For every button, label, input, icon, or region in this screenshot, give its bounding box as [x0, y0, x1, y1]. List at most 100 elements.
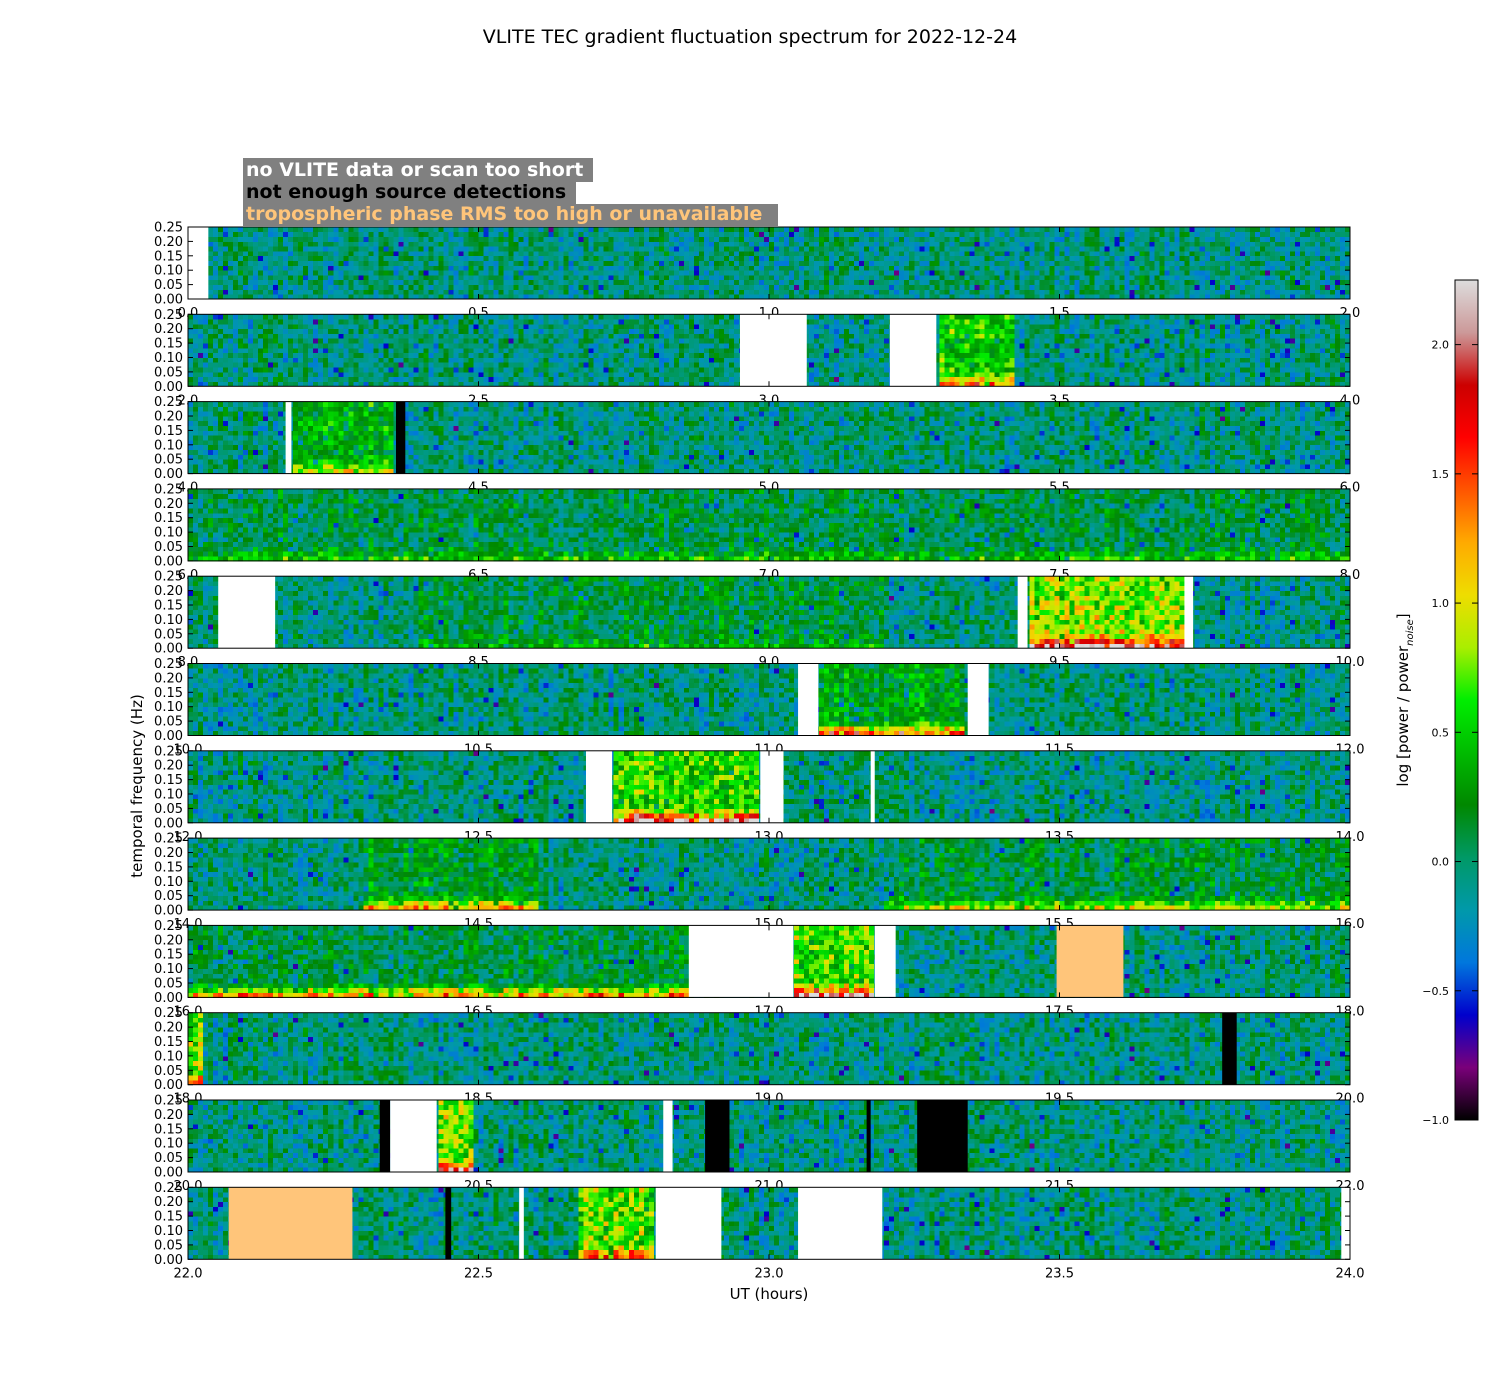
heatmap-cell	[363, 280, 368, 285]
heatmap-cell	[849, 232, 854, 237]
heatmap-cell	[268, 227, 273, 232]
heatmap-cell	[494, 261, 499, 266]
heatmap-cell	[794, 289, 799, 294]
heatmap-cell	[1315, 265, 1320, 270]
heatmap-cell	[303, 372, 308, 377]
heatmap-cell	[303, 324, 308, 329]
heatmap-cell	[1145, 251, 1150, 256]
heatmap-cell	[479, 275, 484, 280]
heatmap-cell	[418, 227, 423, 232]
heatmap-cell	[1255, 232, 1260, 237]
heatmap-cell	[1190, 256, 1195, 261]
heatmap-cell	[268, 358, 273, 363]
heatmap-cell	[303, 353, 308, 358]
heatmap-cell	[954, 270, 959, 275]
heatmap-cell	[1305, 261, 1310, 266]
heatmap-cell	[203, 338, 208, 343]
heatmap-cell	[1250, 289, 1255, 294]
heatmap-cell	[914, 289, 919, 294]
heatmap-cell	[1240, 232, 1245, 237]
heatmap-cell	[709, 280, 714, 285]
heatmap-cell	[549, 285, 554, 290]
heatmap-cell	[1250, 280, 1255, 285]
heatmap-cell	[789, 232, 794, 237]
heatmap-cell	[1120, 280, 1125, 285]
heatmap-cell	[1240, 246, 1245, 251]
heatmap-cell	[934, 237, 939, 242]
heatmap-cell	[504, 265, 509, 270]
heatmap-cell	[238, 314, 243, 319]
heatmap-cell	[388, 280, 393, 285]
heatmap-cell	[899, 232, 904, 237]
heatmap-cell	[233, 324, 238, 329]
heatmap-cell	[363, 241, 368, 246]
heatmap-cell	[233, 275, 238, 280]
heatmap-cell	[473, 251, 478, 256]
heatmap-cell	[1170, 237, 1175, 242]
heatmap-cell	[1120, 270, 1125, 275]
heatmap-cell	[779, 280, 784, 285]
heatmap-cell	[193, 319, 198, 324]
heatmap-cell	[809, 275, 814, 280]
heatmap-cell	[238, 270, 243, 275]
heatmap-cell	[208, 358, 213, 363]
heatmap-cell	[559, 237, 564, 242]
heatmap-cell	[1225, 270, 1230, 275]
heatmap-cell	[994, 241, 999, 246]
heatmap-cell	[298, 232, 303, 237]
heatmap-cell	[534, 285, 539, 290]
heatmap-cell	[1260, 280, 1265, 285]
heatmap-cell	[1029, 285, 1034, 290]
heatmap-cell	[774, 261, 779, 266]
heatmap-cell	[1019, 270, 1024, 275]
heatmap-cell	[1100, 256, 1105, 261]
heatmap-cell	[308, 270, 313, 275]
heatmap-cell	[514, 270, 519, 275]
heatmap-cell	[213, 372, 218, 377]
heatmap-cell	[228, 275, 233, 280]
heatmap-cell	[894, 251, 899, 256]
heatmap-cell	[1130, 285, 1135, 290]
heatmap-cell	[363, 265, 368, 270]
heatmap-cell	[809, 232, 814, 237]
heatmap-cell	[393, 270, 398, 275]
heatmap-cell	[1200, 275, 1205, 280]
heatmap-cell	[519, 285, 524, 290]
heatmap-cell	[253, 251, 258, 256]
heatmap-cell	[1315, 241, 1320, 246]
heatmap-cell	[383, 241, 388, 246]
heatmap-cell	[799, 265, 804, 270]
heatmap-cell	[1190, 265, 1195, 270]
heatmap-cell	[894, 280, 899, 285]
heatmap-cell	[218, 362, 223, 367]
heatmap-cell	[664, 251, 669, 256]
heatmap-cell	[1100, 275, 1105, 280]
heatmap-cell	[684, 256, 689, 261]
heatmap-cell	[949, 227, 954, 232]
heatmap-cell	[814, 256, 819, 261]
heatmap-cell	[554, 285, 559, 290]
heatmap-cell	[599, 227, 604, 232]
heatmap-cell	[889, 275, 894, 280]
heatmap-cell	[754, 265, 759, 270]
heatmap-cell	[934, 280, 939, 285]
heatmap-cell	[1009, 275, 1014, 280]
heatmap-cell	[1110, 232, 1115, 237]
heatmap-cell	[1120, 251, 1125, 256]
heatmap-cell	[253, 232, 258, 237]
heatmap-cell	[418, 285, 423, 290]
heatmap-cell	[293, 265, 298, 270]
heatmap-cell	[544, 237, 549, 242]
heatmap-cell	[759, 251, 764, 256]
heatmap-cell	[624, 251, 629, 256]
heatmap-cell	[308, 285, 313, 290]
heatmap-cell	[939, 289, 944, 294]
heatmap-cell	[769, 251, 774, 256]
heatmap-cell	[248, 372, 253, 377]
heatmap-cell	[1080, 280, 1085, 285]
heatmap-cell	[634, 232, 639, 237]
heatmap-cell	[1195, 246, 1200, 251]
heatmap-cell	[223, 270, 228, 275]
heatmap-cell	[939, 232, 944, 237]
heatmap-cell	[669, 275, 674, 280]
